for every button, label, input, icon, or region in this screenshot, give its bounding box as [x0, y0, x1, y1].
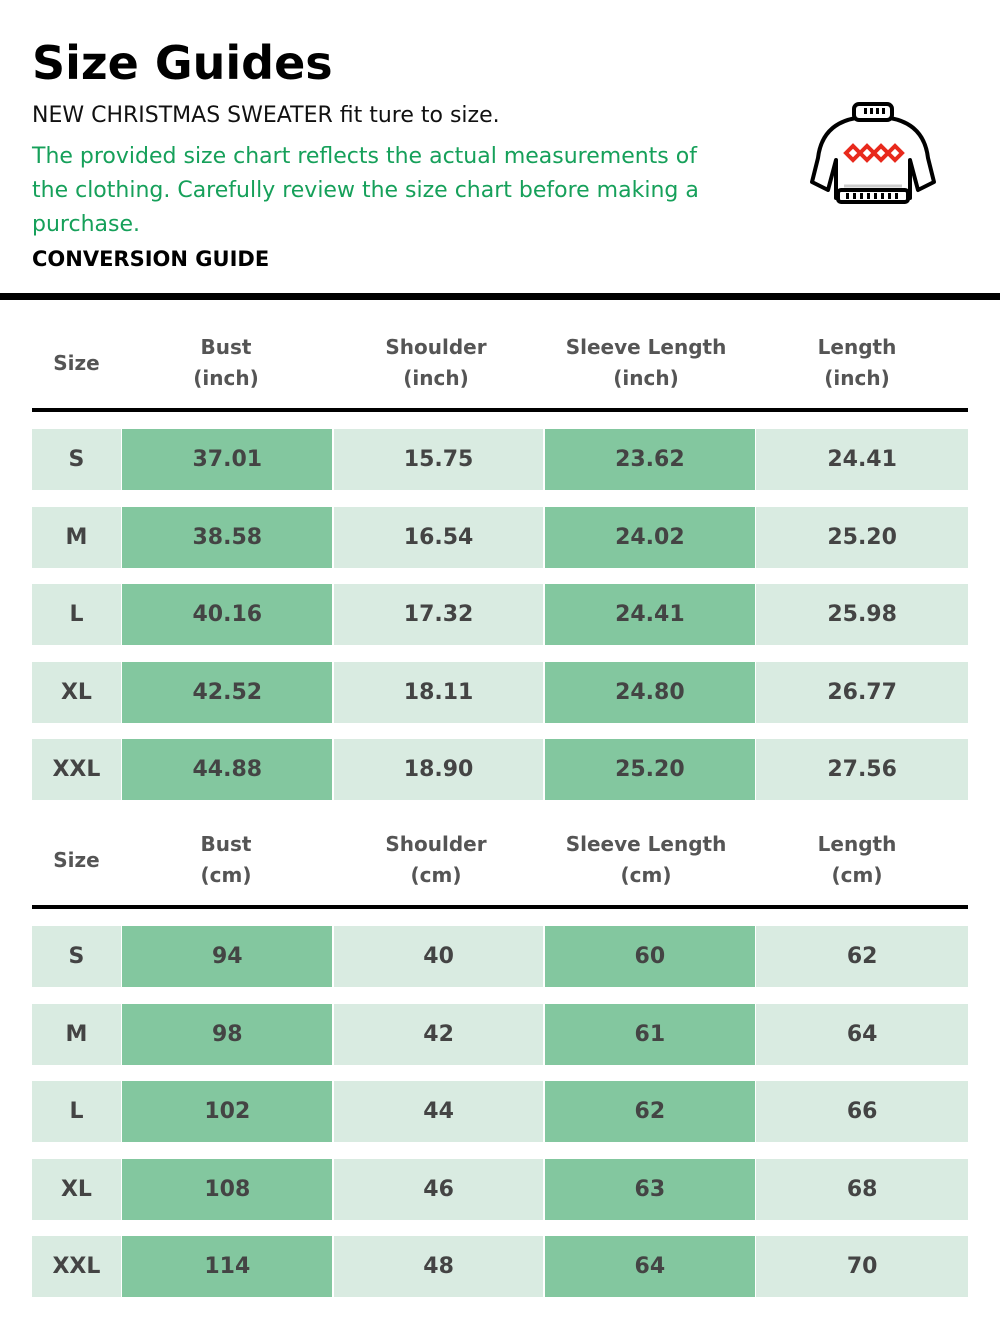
- measurement-cell: 23.62: [544, 429, 755, 490]
- measurement-cell: 15.75: [333, 429, 544, 490]
- header-rule: [32, 905, 968, 909]
- measurement-cell: 42.52: [122, 661, 333, 723]
- measurement-cell: 42: [333, 1003, 544, 1065]
- column-header: Length (inch): [817, 335, 897, 390]
- column-header: Shoulder (inch): [385, 335, 487, 390]
- table-row: L 102 44 62 66: [32, 1081, 969, 1142]
- measurement-cell: 17.32: [333, 584, 544, 645]
- size-cell: M: [32, 506, 121, 568]
- size-cell: XL: [32, 661, 121, 723]
- table-row: S 37.01 15.75 23.62 24.41: [32, 429, 969, 490]
- size-cell: XXL: [32, 739, 121, 800]
- measurement-cell: 44.88: [122, 739, 333, 800]
- table-row: M 98 42 61 64: [32, 1003, 969, 1065]
- measurement-cell: 64: [756, 1003, 969, 1065]
- size-cell: L: [32, 1081, 121, 1142]
- table-row: L 40.16 17.32 24.41 25.98: [32, 584, 969, 645]
- product-subtitle: NEW CHRISTMAS SWEATER fit ture to size.: [32, 103, 500, 128]
- size-cell: XXL: [32, 1236, 121, 1297]
- table-row: XXL 114 48 64 70: [32, 1236, 969, 1297]
- measurement-cell: 40.16: [122, 584, 333, 645]
- table-row: XXL 44.88 18.90 25.20 27.56: [32, 739, 969, 800]
- measurement-cell: 98: [122, 1003, 333, 1065]
- measurement-cell: 60: [544, 926, 755, 987]
- measurement-cell: 40: [333, 926, 544, 987]
- measurement-cell: 25.20: [756, 506, 969, 568]
- measurement-cell: 18.90: [333, 739, 544, 800]
- measurement-cell: 70: [756, 1236, 969, 1297]
- measurement-cell: 24.02: [544, 506, 755, 568]
- table-row: XL 42.52 18.11 24.80 26.77: [32, 661, 969, 723]
- measurement-cell: 27.56: [756, 739, 969, 800]
- measurement-cell: 38.58: [122, 506, 333, 568]
- column-header: Size: [53, 350, 100, 375]
- column-header: Size: [53, 847, 100, 872]
- measurement-cell: 25.20: [544, 739, 755, 800]
- table-row: S 94 40 60 62: [32, 926, 969, 987]
- column-header: Bust (cm): [200, 832, 252, 887]
- table-row: M 38.58 16.54 24.02 25.20: [32, 506, 969, 568]
- header-rule: [32, 408, 968, 412]
- size-cell: M: [32, 1003, 121, 1065]
- header-divider: [0, 293, 1000, 300]
- inch-size-table: Size Bust (inch) Shoulder (inch) Sleeve Len…: [32, 318, 969, 817]
- measurement-cell: 68: [756, 1158, 969, 1220]
- measurement-cell: 114: [122, 1236, 333, 1297]
- conversion-guide-label: CONVERSION GUIDE: [32, 247, 270, 271]
- measurement-cell: 24.41: [544, 584, 755, 645]
- column-header: Sleeve Length (cm): [565, 832, 727, 887]
- table-header: Size Bust (cm) Shoulder (cm) Sleeve Length …: [32, 815, 968, 905]
- measurement-cell: 64: [544, 1236, 755, 1297]
- measurement-cell: 108: [122, 1158, 333, 1220]
- size-cell: L: [32, 584, 121, 645]
- size-cell: S: [32, 429, 121, 490]
- column-header: Length (cm): [817, 832, 897, 887]
- measurement-cell: 102: [122, 1081, 333, 1142]
- table-header: Size Bust (inch) Shoulder (inch) Sleeve Len…: [32, 318, 968, 408]
- measurement-cell: 63: [544, 1158, 755, 1220]
- measurement-cell: 24.41: [756, 429, 969, 490]
- measurement-cell: 26.77: [756, 661, 969, 723]
- measurement-cell: 62: [756, 926, 969, 987]
- measurement-cell: 44: [333, 1081, 544, 1142]
- measurement-cell: 62: [544, 1081, 755, 1142]
- size-cell: XL: [32, 1158, 121, 1220]
- size-cell: S: [32, 926, 121, 987]
- column-header: Bust (inch): [193, 335, 259, 390]
- measurement-cell: 18.11: [333, 661, 544, 723]
- measurement-cell: 61: [544, 1003, 755, 1065]
- table-row: XL 108 46 63 68: [32, 1158, 969, 1220]
- measurement-cell: 48: [333, 1236, 544, 1297]
- cm-size-table: Size Bust (cm) Shoulder (cm) Sleeve Length …: [32, 815, 969, 1314]
- column-header: Shoulder (cm): [385, 832, 487, 887]
- measurement-cell: 46: [333, 1158, 544, 1220]
- measurement-cell: 25.98: [756, 584, 969, 645]
- page-title: Size Guides: [32, 36, 333, 90]
- measurement-cell: 37.01: [122, 429, 333, 490]
- measurement-cell: 66: [756, 1081, 969, 1142]
- column-header: Sleeve Length (inch): [565, 335, 727, 390]
- measurement-cell: 94: [122, 926, 333, 987]
- size-chart-description: The provided size chart reflects the act…: [32, 144, 699, 237]
- measurement-cell: 24.80: [544, 661, 755, 723]
- measurement-cell: 16.54: [333, 506, 544, 568]
- sweater-icon: [810, 102, 936, 204]
